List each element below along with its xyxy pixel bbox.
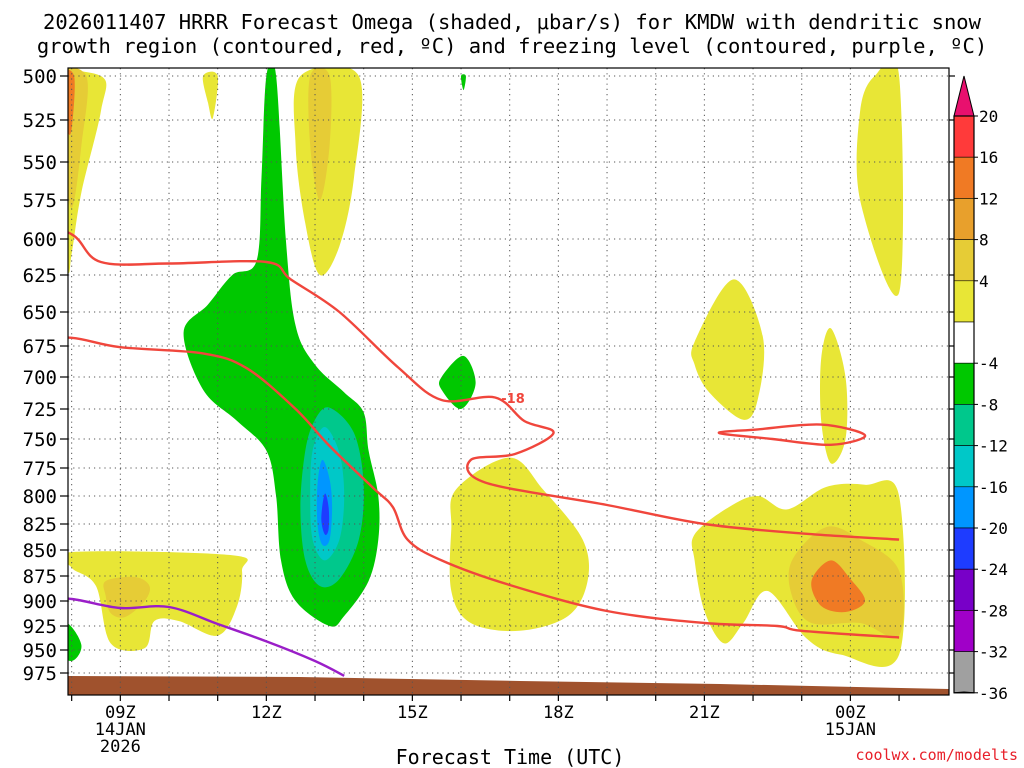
colorbar-swatch <box>953 445 975 488</box>
omega-region-navy-13z-core <box>321 493 330 535</box>
colorbar-label: -20 <box>979 519 1008 538</box>
colorbar-label: 16 <box>979 148 998 167</box>
colorbar-top-triangle <box>953 75 975 117</box>
colorbar-swatch <box>953 198 975 240</box>
y-tick-label: 500 <box>23 66 57 88</box>
contour-label: -18 <box>501 392 525 407</box>
colorbar: 20 16 12 8 4 -4 -8 -12 -16 -20 -24 -28 -32 -36 <box>953 75 1008 703</box>
y-tick-label: 625 <box>23 265 57 287</box>
omega-region-green-07z-low <box>68 623 82 662</box>
grid-lines <box>68 68 949 695</box>
omega-shaded-region <box>68 68 905 667</box>
x-tick-label: 00Z <box>835 703 866 723</box>
credit-text: coolwx.com/modelts <box>855 746 1018 764</box>
omega-region-green-16z-tiny <box>460 74 466 91</box>
y-tick-label: 850 <box>23 540 57 562</box>
ground-fill <box>68 676 949 695</box>
colorbar-label: -16 <box>979 478 1008 497</box>
y-tick-label: 650 <box>23 302 57 324</box>
x-tick-label: 2026 <box>100 737 141 757</box>
omega-region-yellow-09z-low <box>68 551 248 651</box>
colorbar-swatch <box>953 610 975 652</box>
y-tick-label: 575 <box>23 190 57 212</box>
x-tick-label: 18Z <box>543 703 574 723</box>
dgz-contour <box>68 336 900 639</box>
colorbar-swatch <box>953 362 975 405</box>
omega-region-yellow-00z-top <box>856 68 904 296</box>
colorbar-swatch <box>953 651 975 694</box>
dgz-contour <box>68 231 900 541</box>
freezing-level-contour <box>68 597 345 677</box>
y-tick-label: 950 <box>23 640 57 662</box>
plot-frame <box>67 67 950 696</box>
colorbar-label: -36 <box>979 684 1008 703</box>
y-tick-label: 550 <box>23 152 57 174</box>
colorbar-label: 12 <box>979 189 998 208</box>
y-tick-label: 775 <box>23 458 57 480</box>
omega-region-yellow-23z-mid <box>820 327 848 464</box>
colorbar-label: -28 <box>979 601 1008 620</box>
colorbar-label: 4 <box>979 272 989 291</box>
colorbar-label: -24 <box>979 560 1008 579</box>
y-axis: 500 525 550 575 600 625 650 675 700 725 750 775 800 8… <box>23 66 955 685</box>
colorbar-label: -32 <box>979 643 1008 662</box>
y-tick-label: 825 <box>23 514 57 536</box>
omega-region-gold-13z-top <box>308 68 332 200</box>
omega-region-green-16z-small <box>438 355 476 410</box>
colorbar-swatch <box>953 321 975 364</box>
y-tick-label: 800 <box>23 486 57 508</box>
chart-title-line-2: growth region (contoured, red, ºC) and f… <box>37 34 987 58</box>
y-tick-label: 750 <box>23 429 57 451</box>
omega-region-yellow-10z-small <box>202 71 219 120</box>
y-tick-label: 525 <box>23 110 57 132</box>
colorbar-label: -8 <box>979 395 998 414</box>
x-tick-label: 15JAN <box>825 720 876 740</box>
x-tick-label: 09Z <box>105 703 136 723</box>
colorbar-swatch <box>953 280 975 323</box>
y-tick-label: 700 <box>23 367 57 389</box>
x-tick-label: 21Z <box>689 703 720 723</box>
y-tick-label: 725 <box>23 399 57 421</box>
ground-surface <box>68 676 949 695</box>
y-tick-label: 975 <box>23 663 57 685</box>
y-tick-label: 900 <box>23 591 57 613</box>
colorbar-swatch <box>953 404 975 446</box>
colorbar-label: 8 <box>979 231 989 250</box>
omega-region-yellow-21z-mid <box>691 279 765 420</box>
y-tick-label: 675 <box>23 336 57 358</box>
y-tick-label: 875 <box>23 566 57 588</box>
colorbar-swatch <box>953 156 975 199</box>
x-axis-label: Forecast Time (UTC) <box>396 745 625 768</box>
dgz-contour <box>717 423 867 447</box>
colorbar-label: 20 <box>979 107 998 126</box>
omega-region-orange-07z-top <box>68 69 75 135</box>
x-tick-label: 14JAN <box>95 720 146 740</box>
temperature-contours <box>68 231 900 677</box>
x-tick-label: 15Z <box>397 703 428 723</box>
y-tick-label: 925 <box>23 616 57 638</box>
colorbar-swatch <box>953 527 975 570</box>
colorbar-swatch <box>953 568 975 611</box>
colorbar-swatch <box>953 486 975 529</box>
omega-region-orange-23z-low <box>811 560 866 613</box>
y-tick-label: 600 <box>23 229 57 251</box>
chart-title-line-1: 2026011407 HRRR Forecast Omega (shaded, … <box>43 10 982 34</box>
omega-region-yellow-17z-low <box>449 457 590 632</box>
colorbar-swatch <box>953 115 975 158</box>
colorbar-label: -12 <box>979 437 1008 456</box>
colorbar-label: -4 <box>979 354 998 373</box>
x-tick-label: 12Z <box>251 703 282 723</box>
colorbar-swatch <box>953 239 975 282</box>
